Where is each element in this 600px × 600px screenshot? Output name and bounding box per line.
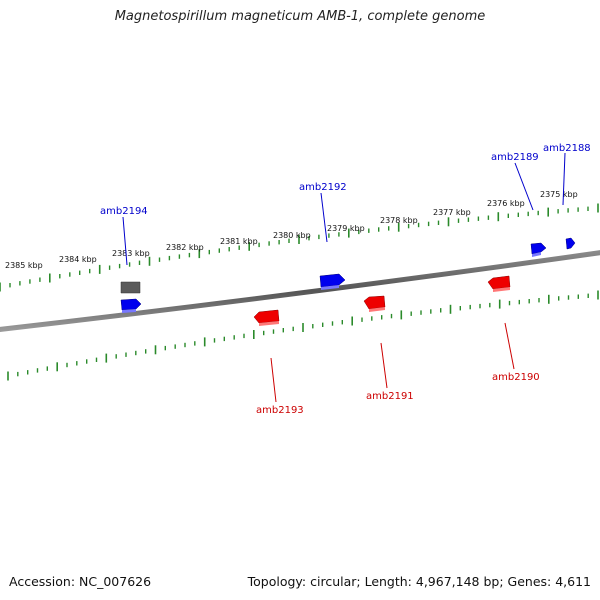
gene-label-amb2190[interactable]: amb2190 [492, 372, 540, 383]
gene-arrow [530, 242, 547, 255]
gene-amb2192[interactable] [319, 273, 346, 290]
scale-ticks-reverse [7, 290, 599, 381]
scale-label: 2382 kbp [166, 243, 204, 252]
gene-label-amb2194[interactable]: amb2194 [100, 206, 148, 217]
gene-amb2190[interactable] [487, 275, 511, 292]
gene-arrow [120, 281, 141, 294]
scale-label: 2385 kbp [5, 261, 43, 270]
scale-label: 2383 kbp [112, 249, 150, 258]
gene-label-amb2191[interactable]: amb2191 [366, 391, 414, 402]
scale-labels: 2385 kbp 2384 kbp 2383 kbp 2382 kbp 2381… [5, 190, 578, 270]
scale-label: 2380 kbp [273, 231, 311, 240]
gene-amb2189[interactable] [530, 242, 547, 257]
gene-arrow [363, 295, 386, 310]
gene-label-amb2192[interactable]: amb2192 [299, 182, 347, 193]
gene-arrow [253, 309, 280, 324]
scale-label: 2381 kbp [220, 237, 258, 246]
accession-label: Accession: NC_007626 [9, 574, 152, 589]
gene-amb2191[interactable] [363, 295, 386, 312]
gene-amb2188[interactable] [565, 237, 576, 250]
gene-label-amb2188[interactable]: amb2188 [543, 143, 591, 154]
scale-label: 2384 kbp [59, 255, 97, 264]
scale-ticks-forward [0, 203, 599, 292]
scale-label: 2376 kbp [487, 199, 525, 208]
gene-arrow [487, 275, 511, 290]
scale-label: 2379 kbp [327, 224, 365, 233]
gene-label-amb2189[interactable]: amb2189 [491, 152, 539, 163]
gene-amb2194[interactable] [120, 281, 142, 313]
scale-label: 2375 kbp [540, 190, 578, 199]
gene-arrow [319, 273, 346, 288]
scale-label: 2377 kbp [433, 208, 471, 217]
scale-label: 2378 kbp [380, 216, 418, 225]
genome-backbone [0, 250, 600, 332]
label-leaders [122, 152, 566, 403]
gene-arrow [565, 237, 576, 250]
gene-arrow [120, 298, 142, 311]
gene-label-amb2193[interactable]: amb2193 [256, 405, 304, 416]
genome-summary: Topology: circular; Length: 4,967,148 bp… [247, 574, 591, 589]
gene-amb2193[interactable] [253, 309, 280, 326]
genome-title: Magnetospirillum magneticum AMB-1, compl… [114, 9, 486, 24]
